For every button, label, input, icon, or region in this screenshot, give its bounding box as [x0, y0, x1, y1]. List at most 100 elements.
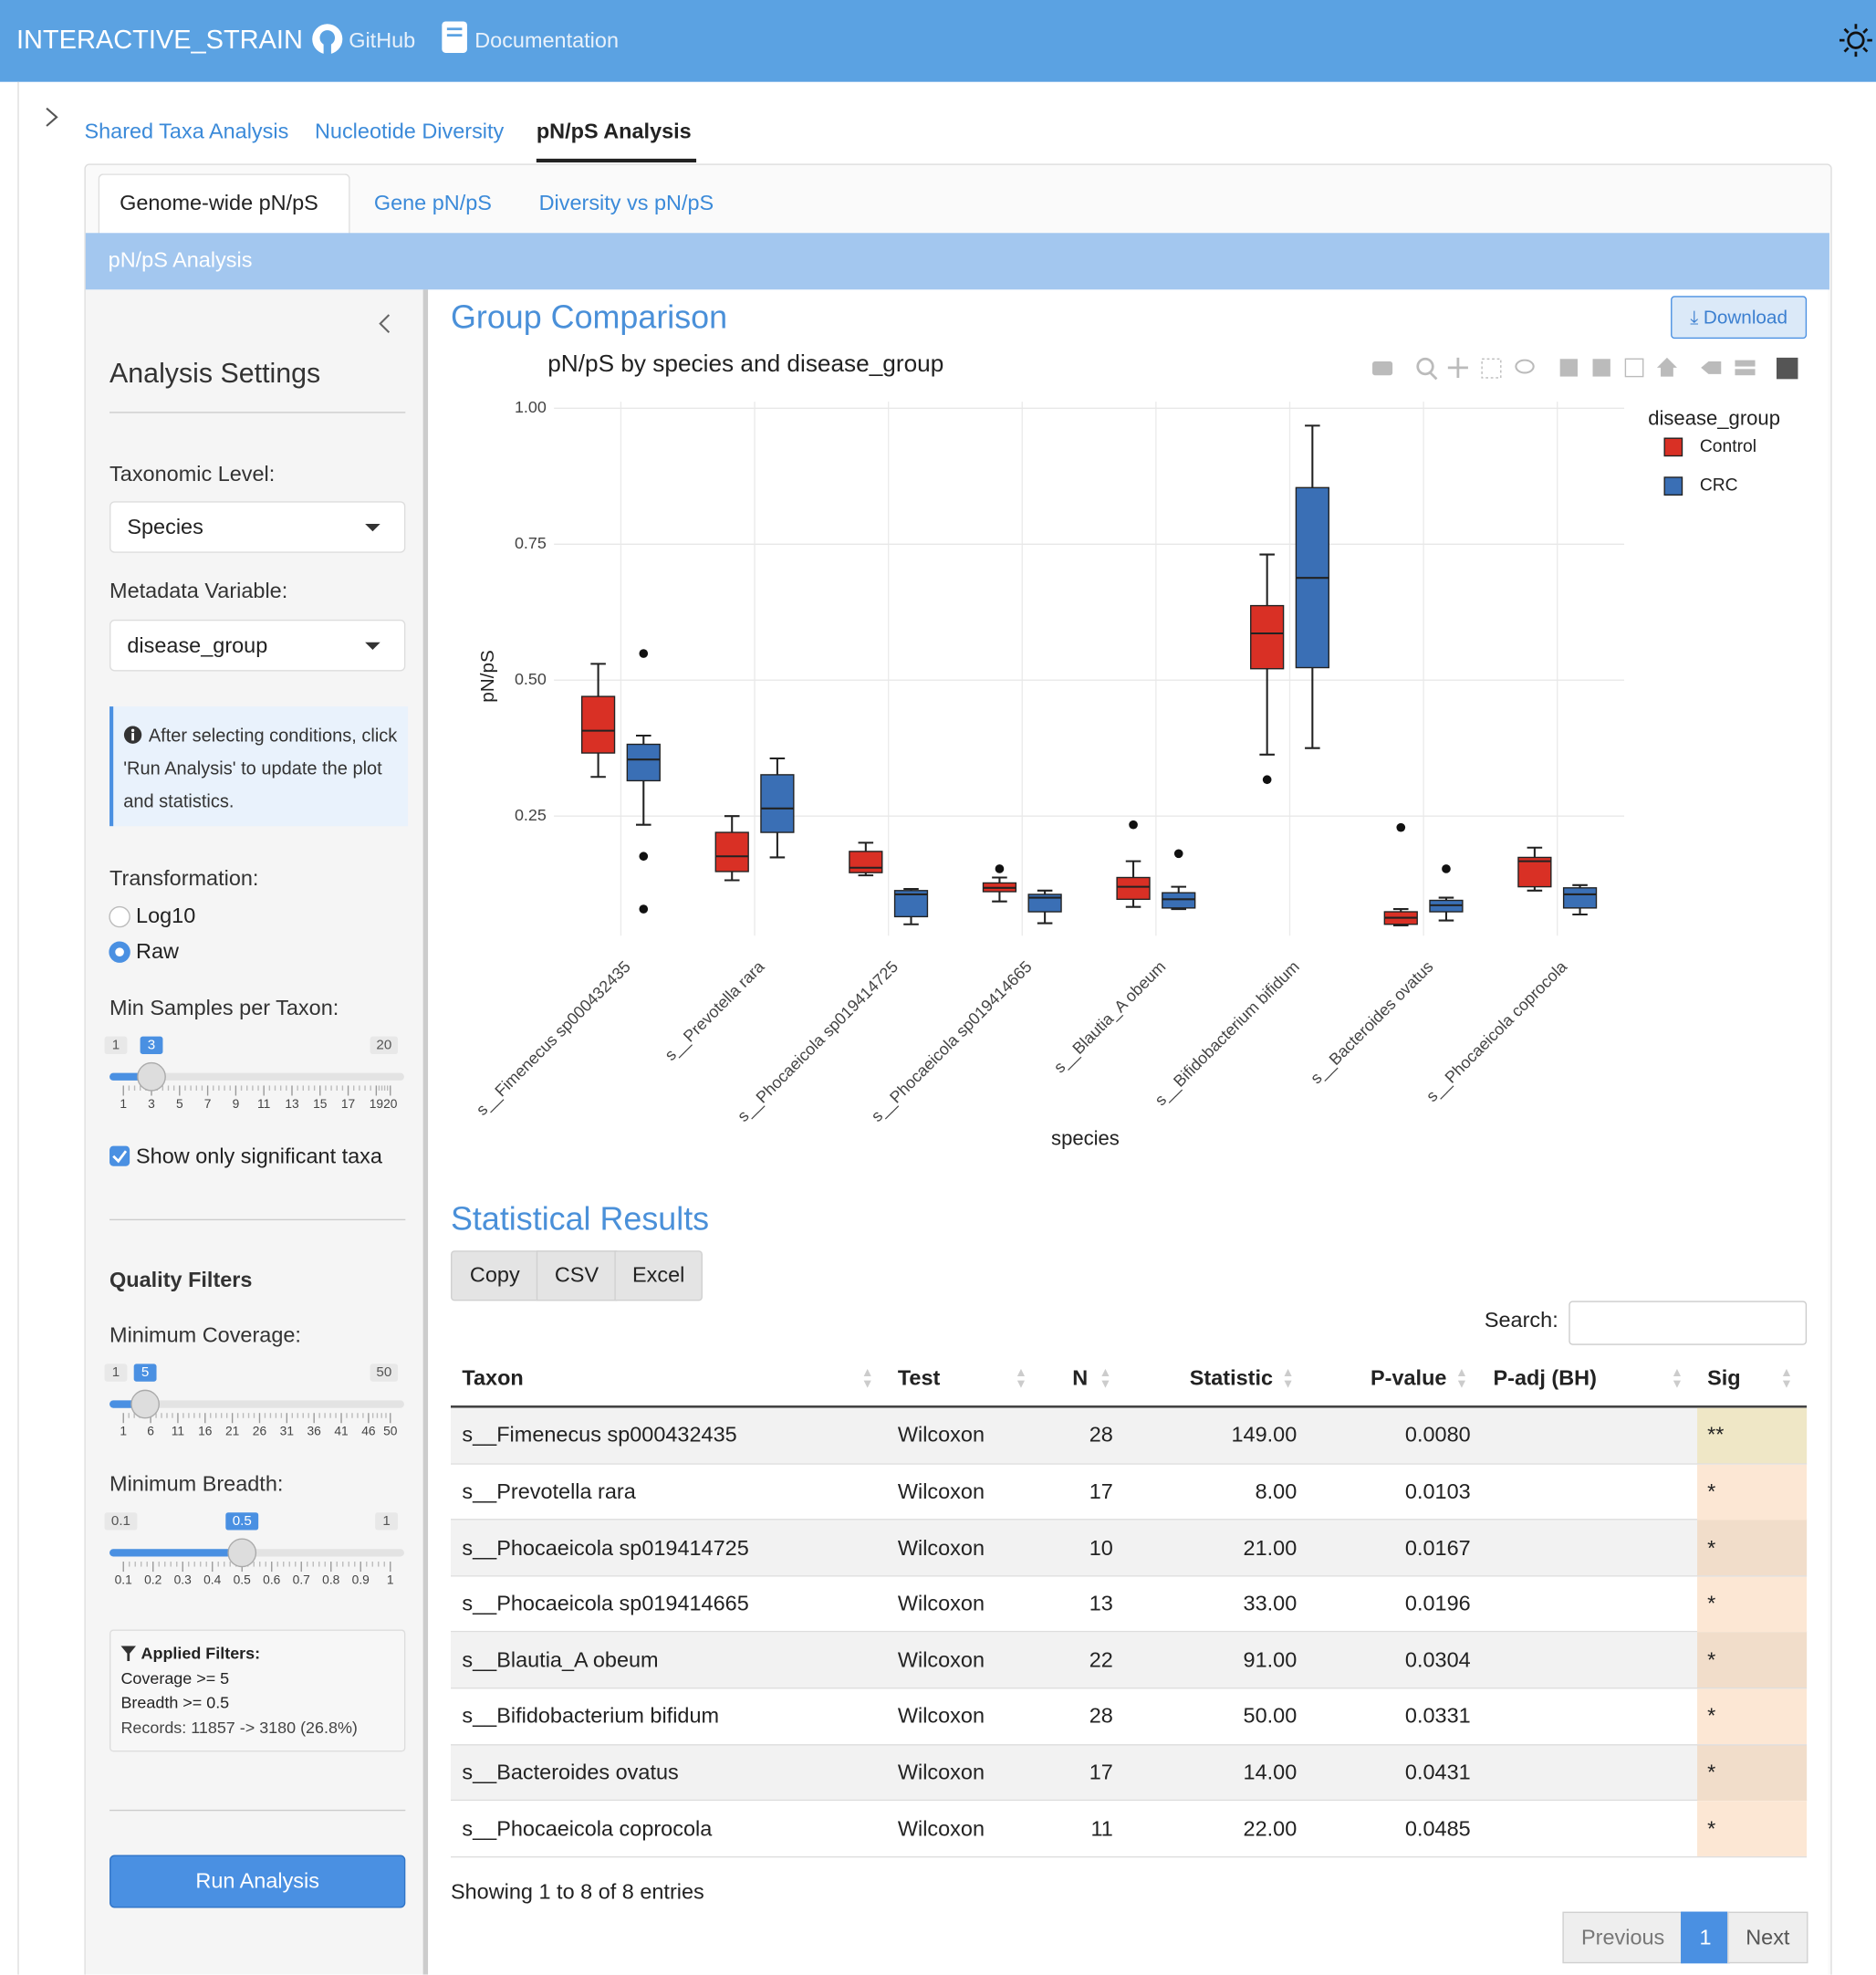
page-number[interactable]: 1	[1681, 1911, 1730, 1964]
sidebar-edge	[17, 81, 19, 1975]
download-button[interactable]: ⤓ Download	[1671, 296, 1808, 340]
slider-label: 50	[376, 1364, 391, 1380]
column-header[interactable]: N	[1072, 1365, 1089, 1391]
table-cell: 0.0304	[1404, 1647, 1471, 1672]
x-tick-label: s__Fimenecus sp000432435	[473, 957, 635, 1120]
checkbox-label[interactable]: Show only significant taxa	[136, 1144, 382, 1169]
column-header[interactable]: P-value	[1371, 1365, 1447, 1391]
page-prev[interactable]: Previous	[1562, 1911, 1683, 1964]
column-header[interactable]: Taxon	[462, 1365, 524, 1391]
table-row	[450, 1688, 1808, 1745]
table-row	[450, 1464, 1808, 1520]
section-title: Quality Filters	[109, 1268, 253, 1292]
column-header[interactable]: P-adj (BH)	[1493, 1365, 1597, 1391]
box	[1517, 856, 1552, 888]
slider-tick-label: 21	[225, 1425, 239, 1438]
radio-label[interactable]: Log10	[136, 904, 196, 928]
slider-tick-label: 19	[370, 1097, 384, 1111]
table-cell: 33.00	[1243, 1592, 1298, 1616]
section-title: Statistical Results	[450, 1199, 710, 1238]
table-cell: Wilcoxon	[897, 1535, 985, 1560]
sidebar-toggle[interactable]	[43, 106, 60, 129]
table-cell: 13	[1089, 1592, 1113, 1616]
download-icon: ⤓	[1690, 306, 1699, 329]
outlier	[1129, 820, 1138, 830]
slider-tick-label: 0.9	[352, 1573, 370, 1586]
slider-label-bg	[375, 1512, 399, 1531]
table-cell: s__Phocaeicola sp019414725	[462, 1535, 749, 1560]
select[interactable]: Species	[109, 501, 406, 553]
sig-cell	[1697, 1464, 1808, 1520]
column-header[interactable]: Sig	[1707, 1365, 1741, 1391]
table-cell: 91.00	[1243, 1647, 1298, 1672]
table-cell: 0.0331	[1404, 1704, 1471, 1729]
slider-tick-label: 0.7	[293, 1573, 310, 1586]
y-tick-label: 0.50	[515, 670, 547, 688]
subtab-active[interactable]: Genome-wide pN/pS	[120, 191, 318, 215]
box	[760, 774, 795, 833]
table-cell: 28	[1089, 1423, 1113, 1447]
legend-label: Control	[1700, 437, 1756, 456]
download-label: Download	[1703, 306, 1787, 329]
box	[1562, 887, 1598, 909]
subtab[interactable]: Gene pN/pS	[373, 191, 492, 215]
nav-link[interactable]: Documentation	[474, 28, 619, 53]
select[interactable]: disease_group	[109, 619, 406, 672]
nav-link[interactable]: GitHub	[349, 28, 416, 53]
table-cell: Wilcoxon	[897, 1479, 985, 1504]
slider-tick-label: 36	[307, 1425, 322, 1438]
radio[interactable]	[109, 905, 130, 928]
search-label: Search:	[1484, 1308, 1558, 1332]
slider-tick-label: 11	[257, 1097, 270, 1111]
table-cell: 0.0103	[1404, 1479, 1471, 1504]
app-title[interactable]: INTERACTIVE_STRAIN	[16, 26, 303, 55]
slider-tick-label: 7	[204, 1097, 212, 1111]
run-button[interactable]: Run Analysis	[109, 1855, 406, 1908]
sig-cell	[1697, 1407, 1808, 1464]
column-header[interactable]: Test	[897, 1365, 941, 1391]
slider-label-bg	[104, 1364, 128, 1382]
slider-tick-label: 0.8	[322, 1573, 339, 1586]
checkbox[interactable]	[109, 1144, 131, 1167]
table-cell: **	[1707, 1423, 1725, 1447]
table-cell: 17	[1089, 1479, 1113, 1504]
slider-label-bg	[104, 1036, 128, 1054]
table-cell: *	[1707, 1760, 1716, 1784]
filter-line: Breadth >= 0.5	[120, 1692, 230, 1712]
tab[interactable]: Shared Taxa Analysis	[84, 119, 289, 144]
field-label: Transformation:	[109, 866, 259, 891]
radio[interactable]	[109, 941, 130, 963]
table-cell: 0.0080	[1404, 1423, 1471, 1447]
slider-handle[interactable]	[227, 1538, 257, 1568]
table-cell: *	[1707, 1479, 1716, 1504]
tab[interactable]: Nucleotide Diversity	[314, 119, 505, 144]
table-cell: 22	[1089, 1647, 1113, 1672]
slider-handle[interactable]	[137, 1061, 166, 1092]
slider-label: 3	[148, 1037, 155, 1052]
slider-tick-label: 0.1	[115, 1573, 132, 1586]
sig-cell	[1697, 1688, 1808, 1745]
search-input[interactable]	[1569, 1301, 1808, 1345]
table-cell: Wilcoxon	[897, 1704, 985, 1729]
modebar[interactable]	[1372, 357, 1798, 381]
radio-label[interactable]: Raw	[136, 939, 179, 964]
column-header[interactable]: Statistic	[1189, 1365, 1274, 1391]
export-button[interactable]: Excel	[614, 1250, 703, 1301]
legend-label: CRC	[1700, 476, 1738, 496]
slider-handle[interactable]	[130, 1389, 160, 1419]
outlier	[639, 852, 649, 862]
theme-toggle[interactable]	[1839, 23, 1874, 58]
collapse-icon[interactable]	[377, 312, 394, 335]
page-next[interactable]: Next	[1727, 1911, 1808, 1964]
github-icon	[312, 24, 343, 56]
table-row	[450, 1744, 1808, 1802]
filters-box	[109, 1629, 406, 1752]
subtab[interactable]: Diversity vs pN/pS	[538, 191, 714, 215]
tab-active[interactable]: pN/pS Analysis	[536, 119, 692, 144]
slider-tick-label: 0.2	[144, 1573, 162, 1586]
table-cell: Wilcoxon	[897, 1816, 985, 1841]
field-label: Minimum Breadth:	[109, 1471, 284, 1497]
export-button[interactable]: CSV	[536, 1250, 618, 1301]
legend-title: disease_group	[1648, 406, 1780, 429]
